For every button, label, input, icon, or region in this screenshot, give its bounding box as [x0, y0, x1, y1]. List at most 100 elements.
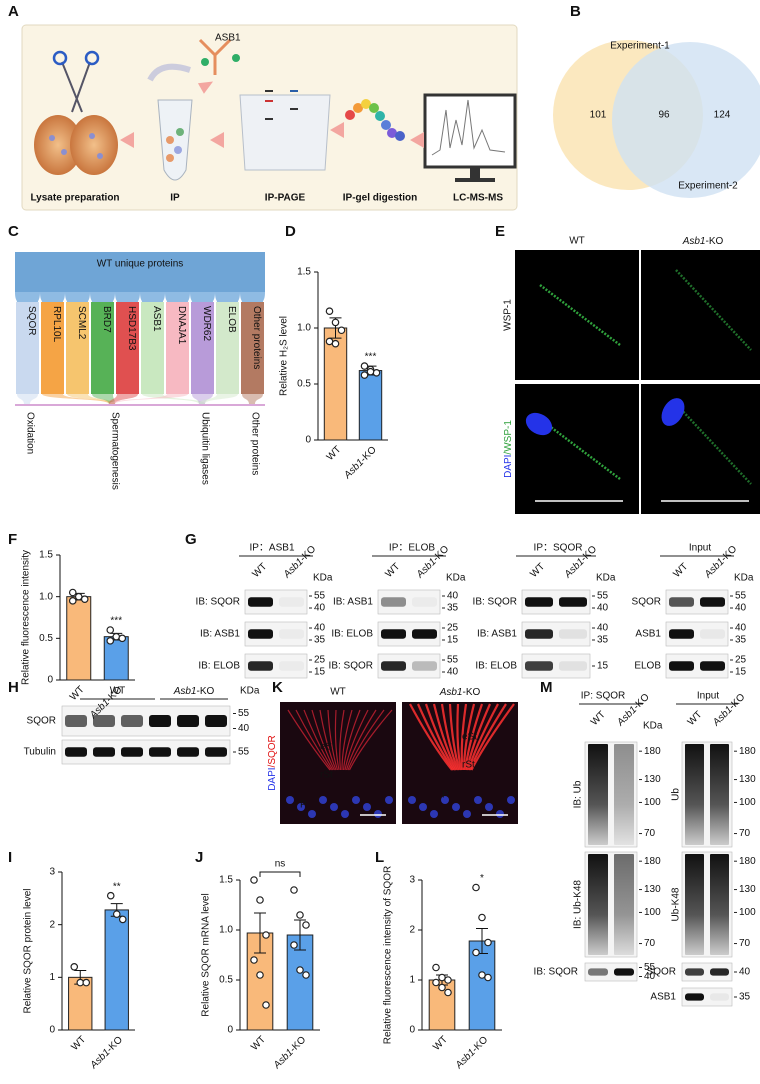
row-label: IB: ASB1: [200, 629, 240, 640]
unit-label: KDa: [313, 573, 333, 584]
data-point: [372, 368, 381, 377]
node-label: SQOR: [26, 306, 37, 335]
panel-label: K: [272, 679, 283, 696]
dapi-nucleus: [496, 810, 504, 818]
sqor-signal: [344, 709, 369, 771]
data-point: [106, 626, 115, 634]
node-label: ASB1: [151, 306, 162, 332]
kda-marker: 40: [447, 667, 459, 678]
dapi-nucleus: [319, 796, 327, 804]
band: [381, 597, 406, 607]
data-point: [484, 938, 492, 947]
step-label: IP-gel digestion: [343, 193, 417, 204]
sankey-node: [216, 302, 239, 394]
dapi-nucleus: [385, 796, 393, 804]
band: [248, 629, 273, 639]
band: [614, 968, 634, 976]
row-label: ELOB: [634, 661, 661, 672]
data-point: [256, 971, 264, 979]
data-point: [112, 632, 121, 641]
y-tick-label: 1.0: [39, 591, 53, 602]
x-tick-label: WT: [68, 684, 87, 703]
kda-marker: 40: [314, 623, 326, 634]
sankey-flow: [242, 394, 263, 404]
data-point: [262, 931, 270, 939]
kda-marker: 40: [447, 591, 459, 602]
data-point: [250, 876, 258, 884]
workflow-art: [34, 38, 517, 182]
kda-marker: 130: [644, 774, 661, 785]
band: [614, 744, 634, 845]
band: [412, 629, 437, 639]
band: [248, 661, 273, 671]
kda-marker: 15: [597, 661, 609, 672]
blot-header: IP：ASB1: [249, 543, 294, 554]
sqor-signal: [468, 703, 507, 771]
kda-marker: 100: [739, 797, 756, 808]
data-point: [432, 963, 440, 972]
data-point: [337, 326, 346, 335]
sankey-flow: [215, 292, 240, 302]
cell-marker: eSt: [320, 742, 335, 753]
kda-marker: 70: [644, 828, 656, 839]
sankey-flow: [240, 292, 265, 302]
unit-label: KDa: [446, 573, 466, 584]
sqor-signal: [334, 709, 340, 771]
kda-marker: 15: [447, 635, 459, 646]
row-label: IB: Ub: [573, 780, 584, 808]
sankey-flow: [190, 292, 215, 302]
band: [525, 661, 553, 671]
kda-marker: 35: [597, 635, 609, 646]
sankey-flow: [65, 292, 90, 302]
data-point: [444, 988, 452, 997]
group-label: Spermatogenesis: [109, 412, 120, 490]
venn-set: [612, 42, 760, 198]
micrograph: [641, 384, 760, 514]
data-point: [432, 978, 440, 987]
data-point: [472, 883, 480, 892]
dapi-nucleus: [474, 796, 482, 804]
antibody-label: ASB1: [215, 33, 241, 44]
data-point: [80, 595, 89, 603]
row-label: IB: SQOR: [196, 597, 240, 608]
y-tick-label: 0.5: [297, 379, 311, 390]
blot-strip: [584, 962, 638, 982]
row-label: Tubulin: [24, 747, 56, 758]
y-tick-label: 1.0: [219, 925, 233, 936]
significance: ***: [110, 616, 122, 627]
dapi-nucleus: [286, 796, 294, 804]
sankey-flow: [15, 292, 40, 302]
dapi-nucleus: [507, 796, 515, 804]
sperm-signal: [539, 418, 621, 480]
y-axis-label: Relative SQOR protein level: [23, 888, 34, 1013]
band: [700, 629, 725, 639]
sankey-flow: [192, 394, 213, 404]
data-point: [68, 588, 77, 597]
y-tick-label: 2: [409, 925, 415, 936]
y-tick-label: 3: [409, 875, 415, 886]
band: [412, 661, 437, 671]
band: [149, 747, 171, 757]
data-point: [325, 307, 334, 316]
data-point: [250, 956, 258, 964]
kda-marker: 180: [739, 746, 756, 757]
venn-count: 101: [590, 110, 607, 121]
x-tick-label: Asb1-KO: [453, 1034, 490, 1071]
bar: [286, 934, 314, 1031]
kda-marker: 40: [238, 723, 250, 734]
kda-marker: 40: [735, 603, 747, 614]
data-point: [68, 597, 77, 605]
step-label: LC-MS-MS: [453, 193, 503, 204]
blot-header: IP：ELOB: [389, 543, 435, 554]
blot-strip: [681, 962, 733, 982]
bar: [104, 909, 129, 1031]
dapi-nucleus: [463, 810, 471, 818]
band: [248, 597, 273, 607]
row-label: Ub: [671, 788, 682, 801]
band: [525, 629, 553, 639]
sqor-signal: [409, 703, 453, 771]
data-point: [118, 634, 127, 643]
cell-marker: rSt: [462, 760, 475, 771]
sankey-flow: [109, 394, 188, 404]
kda-marker: 100: [739, 907, 756, 918]
